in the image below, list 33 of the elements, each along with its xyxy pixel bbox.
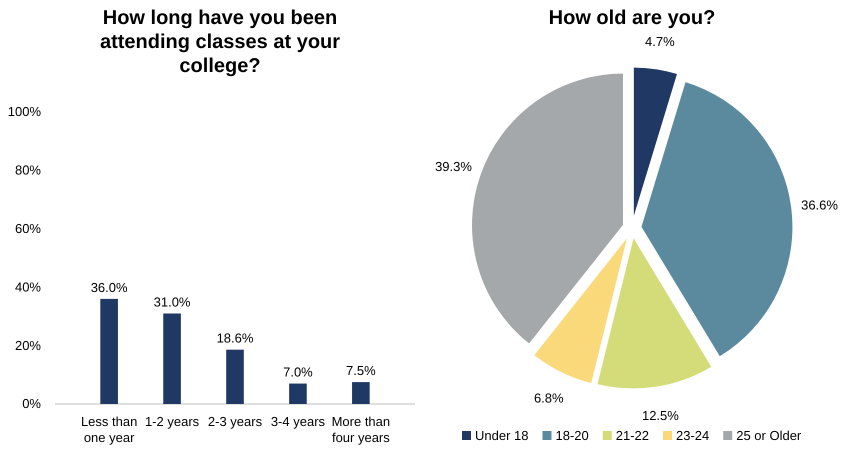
x-tick-label: 2-3 years	[208, 414, 263, 429]
bar	[289, 384, 307, 404]
y-tick-label: 0%	[22, 396, 42, 412]
chart-title: How old are you?	[548, 7, 716, 29]
x-tick-label: More than four years	[332, 414, 390, 445]
data-label: 36.6%	[801, 198, 838, 213]
legend-label: 21-22	[616, 428, 649, 443]
data-label: 6.8%	[534, 390, 564, 406]
x-tick-label: 3-4 years	[270, 414, 326, 429]
data-label: 4.7%	[645, 34, 676, 50]
legend-label: 18-20	[555, 428, 589, 443]
y-tick-label: 100%	[8, 104, 42, 120]
data-label: 7.5%	[346, 363, 376, 378]
legend-label: Under 18	[475, 428, 528, 443]
data-label: 12.5%	[642, 408, 680, 423]
data-label: 31.0%	[154, 294, 191, 310]
legend-label: 23-24	[676, 428, 710, 443]
data-label: 18.6%	[216, 330, 254, 346]
data-label: 39.3%	[435, 158, 472, 174]
bar	[100, 298, 118, 404]
data-label: 7.0%	[283, 364, 314, 380]
y-tick-label: 60%	[14, 220, 42, 236]
x-tick-label: Less than one year	[80, 414, 138, 445]
bar	[352, 382, 370, 404]
y-tick-label: 20%	[14, 338, 42, 353]
y-tick-label: 40%	[14, 279, 42, 294]
bar	[163, 313, 181, 404]
y-tick-label: 80%	[14, 162, 42, 178]
data-label: 36.0%	[90, 280, 128, 295]
legend-label: 25 or Older	[736, 428, 802, 443]
chart-title: How long have you been attending classes at your college?	[100, 7, 340, 77]
x-tick-label: 1-2 years	[144, 414, 200, 429]
bar	[226, 350, 244, 404]
